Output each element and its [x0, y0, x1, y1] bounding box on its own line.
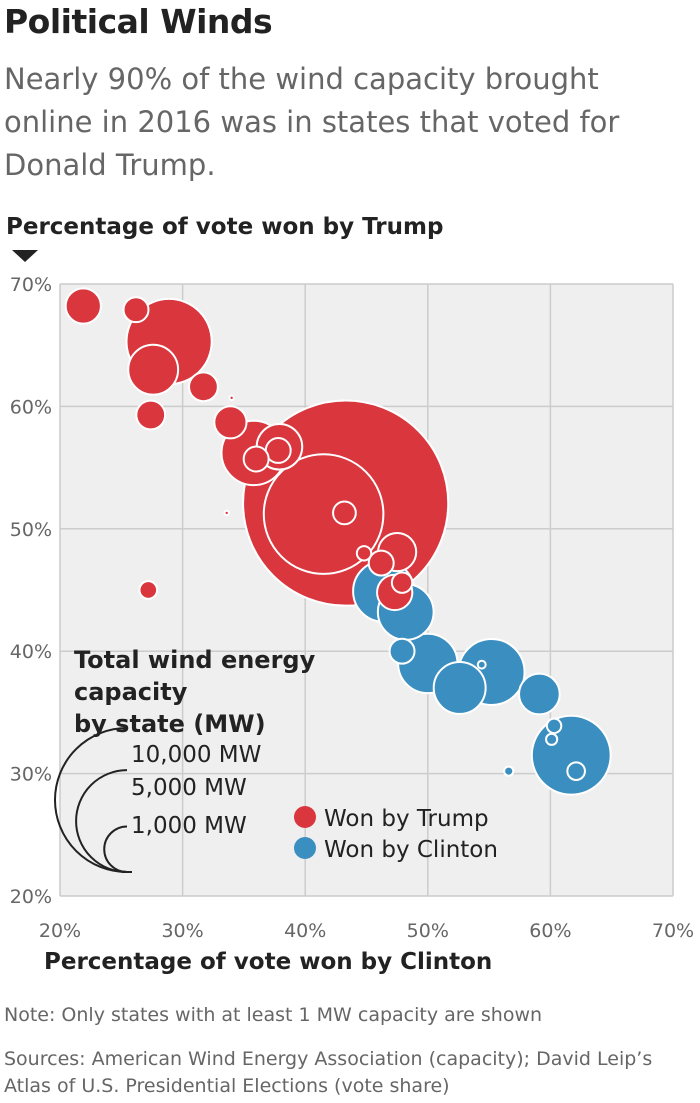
- sources-text: Sources: American Wind Energy Associatio…: [4, 1048, 653, 1097]
- y-tick-label: 50%: [10, 519, 52, 541]
- x-tick-label: 50%: [407, 920, 449, 942]
- x-tick-label: 30%: [161, 920, 203, 942]
- y-tick-label: 20%: [10, 886, 52, 908]
- y-tick-labels: 20% 30% 40% 50% 60% 70%: [10, 274, 52, 908]
- size-legend-arc: [54, 727, 128, 873]
- clinton-state-bubble: [518, 672, 561, 716]
- y-tick-label: 70%: [10, 274, 52, 296]
- clinton-state-bubble: [432, 660, 487, 715]
- clinton-state-bubble: [503, 765, 515, 777]
- clinton-state-bubble: [545, 732, 559, 746]
- clinton-state-bubble: [476, 659, 487, 670]
- trump-state-bubble: [223, 509, 230, 517]
- size-legend-label: 5,000 MW: [131, 775, 247, 801]
- size-legend-arc: [75, 769, 128, 873]
- chart-title: Political Winds: [4, 2, 273, 41]
- x-tick-labels: 20% 30% 40% 50% 60% 70%: [39, 920, 694, 942]
- color-legend-label: Won by Clinton: [324, 837, 498, 863]
- x-axis-label: Percentage of vote won by Clinton: [44, 949, 493, 975]
- clinton-state-bubble: [388, 637, 416, 665]
- trump-state-bubble: [188, 371, 219, 403]
- x-tick-label: 70%: [652, 920, 694, 942]
- trump-state-bubble: [135, 399, 167, 431]
- trump-state-bubble: [138, 580, 159, 600]
- legend: Total wind energy capacity by state (MW)…: [54, 646, 498, 873]
- trump-state-bubble: [228, 394, 235, 402]
- size-legend-label: 1,000 MW: [131, 813, 247, 839]
- x-tick-label: 60%: [529, 920, 571, 942]
- trump-state-bubble: [355, 545, 373, 562]
- trump-state-bubble: [242, 445, 270, 473]
- size-legend-title: Total wind energy capacity by state (MW): [74, 646, 324, 738]
- x-tick-label: 20%: [39, 920, 81, 942]
- trump-state-bubble: [390, 571, 414, 594]
- trump-state-bubble: [64, 287, 102, 325]
- trump-state-bubble: [332, 500, 357, 526]
- color-legend-swatch: [294, 806, 316, 828]
- color-legend: Won by Trump Won by Clinton: [294, 806, 498, 863]
- clinton-state-bubble: [530, 714, 612, 796]
- trump-state-bubble: [262, 453, 385, 575]
- x-tick-label: 40%: [284, 920, 326, 942]
- y-tick-label: 40%: [10, 641, 52, 663]
- trump-state-bubble: [122, 296, 150, 324]
- clinton-state-bubble: [566, 761, 586, 781]
- size-legend: 10,000 MW 5,000 MW 1,000 MW: [54, 727, 261, 873]
- y-axis-label: Percentage of vote won by Trump: [6, 214, 444, 240]
- color-legend-swatch: [294, 837, 316, 859]
- clinton-state-bubble: [545, 717, 563, 735]
- trump-state-bubble: [213, 405, 248, 440]
- trump-state-bubble: [127, 343, 180, 396]
- y-axis-arrow-icon: [12, 250, 38, 262]
- trump-state-bubble: [367, 549, 395, 577]
- chart-subtitle: Nearly 90% of the wind capacity brought …: [4, 62, 620, 182]
- color-legend-label: Won by Trump: [324, 806, 489, 832]
- size-legend-arc: [103, 825, 128, 873]
- size-legend-label: 10,000 MW: [131, 742, 261, 768]
- y-tick-label: 60%: [10, 396, 52, 418]
- bubbles: [64, 287, 612, 796]
- y-tick-label: 30%: [10, 764, 52, 786]
- footnote: Note: Only states with at least 1 MW cap…: [4, 1004, 543, 1026]
